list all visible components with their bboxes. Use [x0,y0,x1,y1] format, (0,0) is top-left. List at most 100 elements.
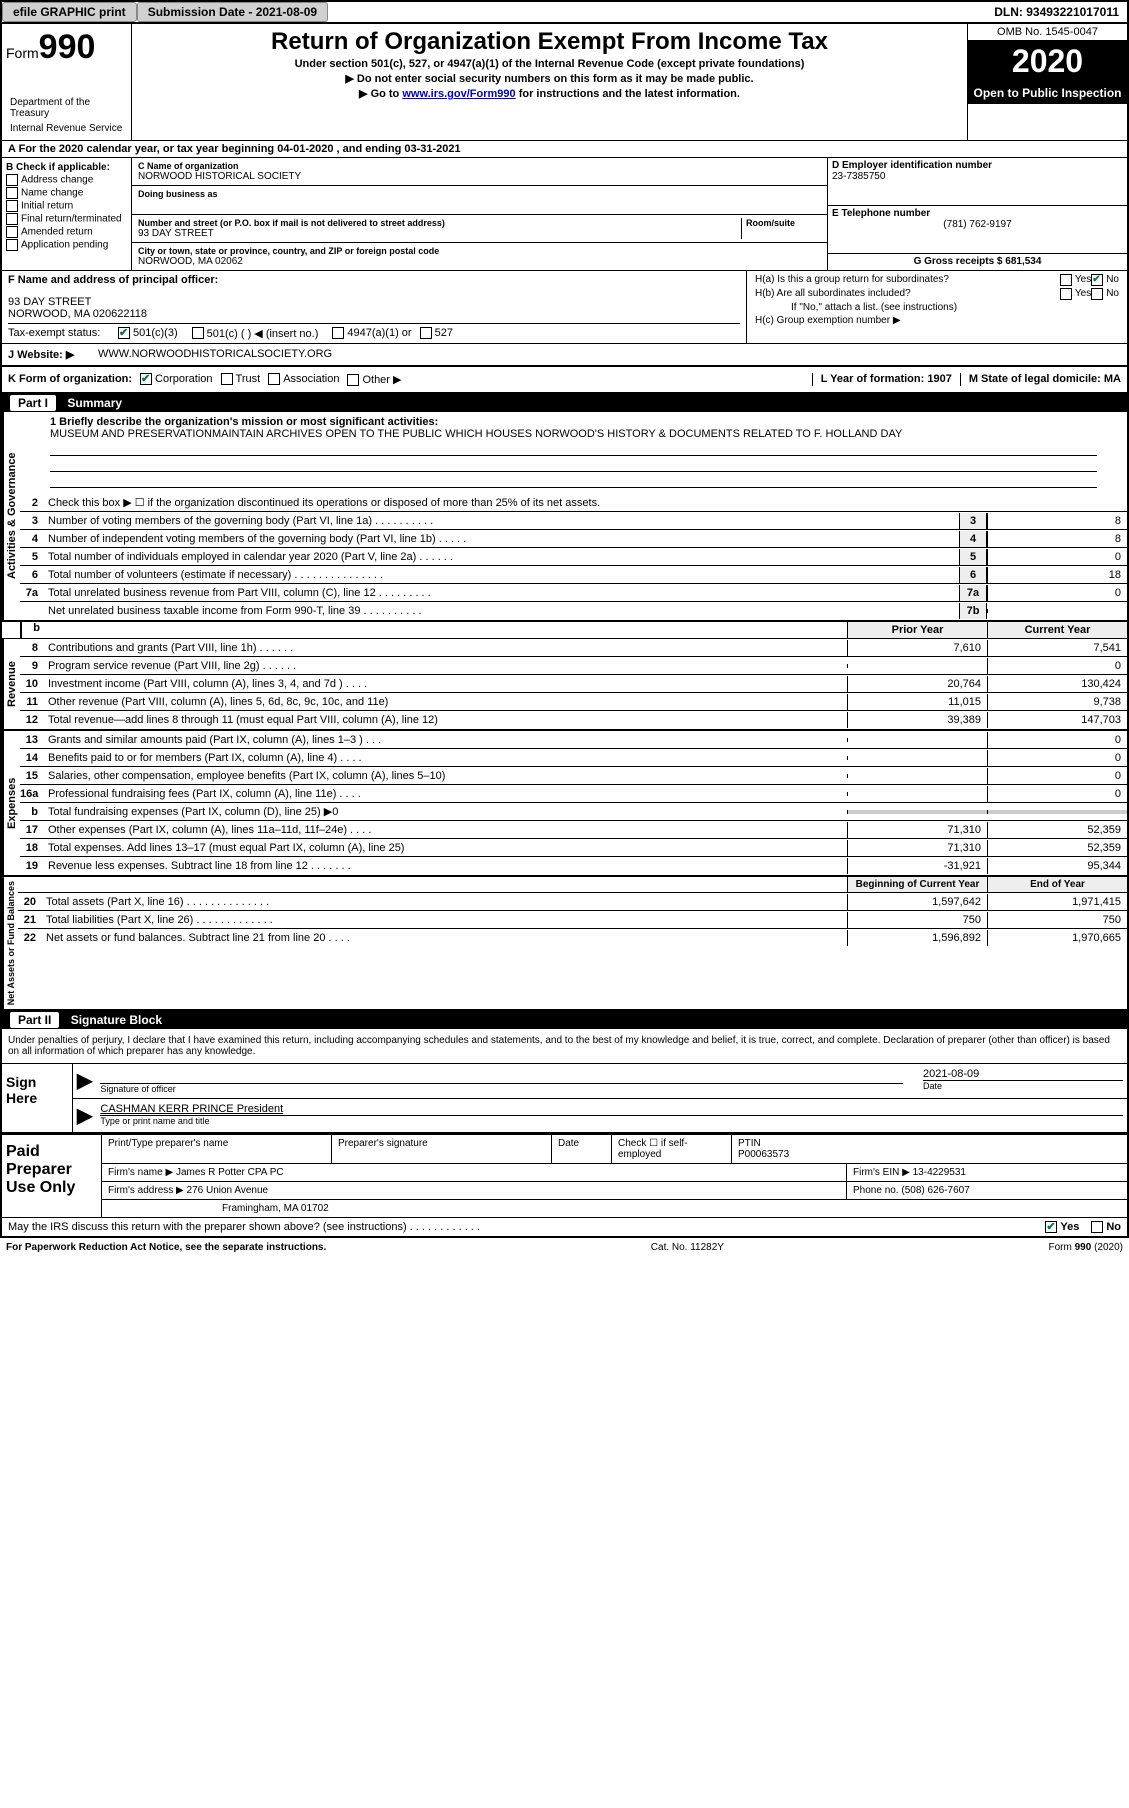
line-text: Benefits paid to or for members (Part IX… [44,750,847,766]
discuss-yes[interactable] [1045,1221,1057,1233]
form-number: Form990 [6,28,127,67]
ha-no[interactable] [1091,274,1103,286]
chk-501c[interactable] [192,327,204,339]
line-box: 6 [959,567,987,583]
line-text: Total fundraising expenses (Part IX, col… [44,803,847,820]
line-box: 7a [959,585,987,601]
line-num: 22 [18,932,42,944]
sign-date-value: 2021-08-09 [923,1068,1123,1081]
org-name-label: C Name of organization [138,161,821,171]
gov-line: Net unrelated business taxable income fr… [20,602,1127,620]
line-a-text: For the 2020 calendar year, or tax year … [19,143,461,155]
line-num: 8 [20,642,44,654]
line-num: 5 [20,551,44,563]
row-j-website: J Website: ▶ WWW.NORWOODHISTORICALSOCIET… [2,344,1127,367]
dln-label: DLN: 93493221017011 [994,5,1127,19]
prior-year-value: 750 [847,912,987,928]
efile-print-button[interactable]: efile GRAPHIC print [2,2,137,22]
phone-value: (781) 762-9197 [832,219,1123,230]
chk-4947[interactable] [332,327,344,339]
hb-no[interactable] [1091,288,1103,300]
opt-4947: 4947(a)(1) or [347,327,411,340]
chk-corporation[interactable] [140,373,152,385]
prior-year-value [847,664,987,668]
chk-initial-return[interactable]: Initial return [6,200,127,212]
chk-address-change[interactable]: Address change [6,174,127,186]
line-text: Salaries, other compensation, employee b… [44,768,847,784]
firm-addr1: 276 Union Avenue [187,1185,269,1196]
current-year-value: 0 [987,768,1127,784]
line-num: 13 [20,734,44,746]
open-public-badge: Open to Public Inspection [968,82,1127,104]
firm-ein-value: 13-4229531 [913,1167,966,1178]
line-num: 19 [20,860,44,872]
chk-final-return[interactable]: Final return/terminated [6,213,127,225]
line-num: 12 [20,714,44,726]
discuss-no[interactable] [1091,1221,1103,1233]
line-num: 21 [18,914,42,926]
data-row: 15Salaries, other compensation, employee… [20,767,1127,785]
line-b-num: b [22,622,46,638]
ha-yes[interactable] [1060,274,1072,286]
website-label: J Website: ▶ [8,348,98,361]
hb-yes[interactable] [1060,288,1072,300]
opt-assoc: Association [283,373,339,385]
chk-name-change[interactable]: Name change [6,187,127,199]
chk-association[interactable] [268,373,280,385]
form-word: Form [6,45,39,61]
col-b-header: B Check if applicable: [6,162,127,173]
tax-year: 2020 [968,41,1127,82]
current-year-value [987,810,1127,814]
part1-header: Part I Summary [2,394,1127,412]
prior-year-value: 1,597,642 [847,894,987,910]
col-d-ein-phone: D Employer identification number 23-7385… [827,158,1127,270]
dept-treasury: Department of the Treasury [6,95,127,121]
line-text: Total assets (Part X, line 16) . . . . .… [42,894,847,910]
goto-prefix: ▶ Go to [359,88,402,100]
line-box: 7b [959,603,987,619]
chk-501c3[interactable] [118,327,130,339]
irs-link[interactable]: www.irs.gov/Form990 [402,88,515,100]
data-row: 21Total liabilities (Part X, line 26) . … [18,911,1127,929]
firm-ein-label: Firm's EIN ▶ [853,1167,910,1178]
discuss-no-label: No [1106,1221,1121,1233]
data-row: 17Other expenses (Part IX, column (A), l… [20,821,1127,839]
chk-other[interactable] [347,374,359,386]
gov-line: 4Number of independent voting members of… [20,530,1127,548]
line-num: 7a [20,587,44,599]
prior-year-value: -31,921 [847,858,987,874]
chk-527[interactable] [420,327,432,339]
prior-year-value [847,738,987,742]
sign-here-block: Sign Here ▶ Signature of officer 2021-08… [2,1063,1127,1133]
submission-date-button[interactable]: Submission Date - 2021-08-09 [137,2,328,22]
paid-preparer-label: Paid Preparer Use Only [2,1135,102,1217]
data-row: 14Benefits paid to or for members (Part … [20,749,1127,767]
firm-phone-label: Phone no. [853,1185,899,1196]
section-expenses: Expenses 13Grants and similar amounts pa… [2,731,1127,877]
room-label: Room/suite [746,218,821,228]
sig-officer-label: Signature of officer [100,1084,903,1094]
officer-signature-line[interactable] [100,1068,903,1084]
rule-line [50,458,1097,472]
row-klm: K Form of organization: Corporation Trus… [2,367,1127,394]
prior-year-value: 1,596,892 [847,930,987,946]
officer-label: F Name and address of principal officer: [8,274,740,286]
chk-trust[interactable] [221,373,233,385]
data-row: 18Total expenses. Add lines 13–17 (must … [20,839,1127,857]
chk-amended-return[interactable]: Amended return [6,226,127,238]
end-year-header: End of Year [987,877,1127,892]
officer-name-label: Type or print name and title [100,1116,1123,1126]
line-box: 5 [959,549,987,565]
omb-number: OMB No. 1545-0047 [968,24,1127,41]
section-bcd: B Check if applicable: Address change Na… [2,158,1127,271]
col-h: H(a) Is this a group return for subordin… [747,271,1127,343]
part2-header: Part II Signature Block [2,1011,1127,1029]
topbar: efile GRAPHIC print Submission Date - 20… [2,2,1127,24]
discuss-row: May the IRS discuss this return with the… [2,1217,1127,1236]
k-label: K Form of organization: [8,373,132,386]
line-text: Revenue less expenses. Subtract line 18 … [44,858,847,874]
page-title: Return of Organization Exempt From Incom… [136,28,963,56]
street-label: Number and street (or P.O. box if mail i… [138,218,741,228]
chk-application-pending[interactable]: Application pending [6,239,127,251]
opt-trust: Trust [236,373,261,385]
